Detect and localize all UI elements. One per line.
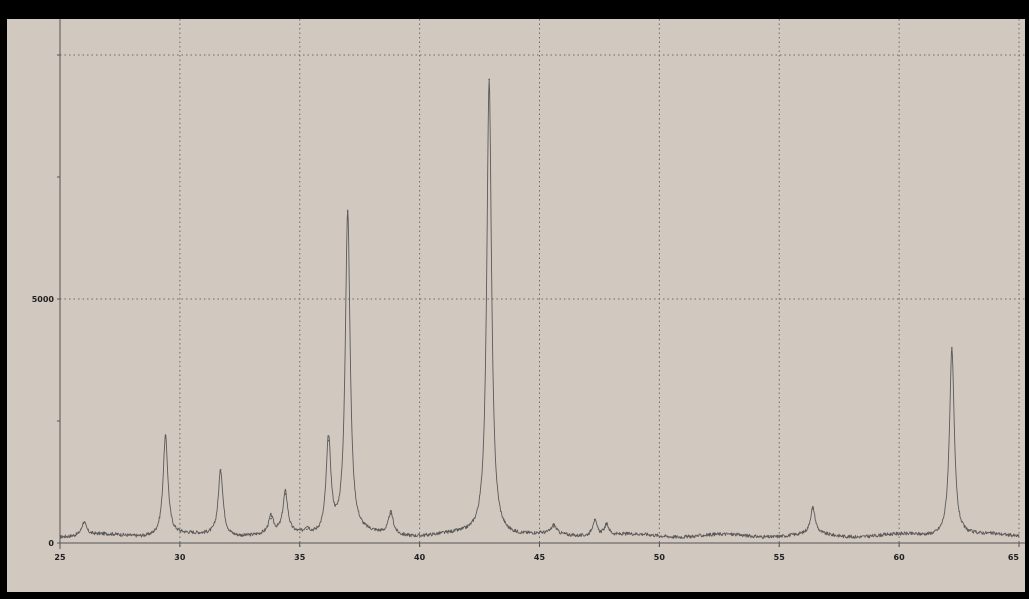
x-tick-label-50: 50 (654, 553, 666, 562)
peak-33-8 (270, 517, 272, 520)
peak-29-4 (164, 434, 167, 437)
peak-56-4 (812, 508, 814, 510)
peak-34-4 (284, 493, 287, 496)
peak-62-2 (951, 347, 953, 349)
peak-31-7 (219, 469, 222, 471)
x-tick-label-40: 40 (414, 553, 426, 562)
x-tick-label-35: 35 (294, 553, 306, 562)
x-tick-label-45: 45 (534, 553, 546, 562)
peak-42-9 (488, 78, 490, 81)
peak-26 (83, 521, 85, 524)
peak-47-8 (605, 523, 608, 526)
peak-markers (83, 78, 953, 531)
peak-45-6 (553, 526, 555, 528)
peak-47-3 (593, 518, 596, 521)
tick-labels: 25 30 35 40 45 50 55 60 65 0 5000 (32, 295, 1020, 562)
plot-area: 25 30 35 40 45 50 55 60 65 0 5000 (7, 19, 1025, 592)
y-tick-label-5000: 5000 (32, 295, 55, 304)
x-tick-label-25: 25 (54, 553, 66, 562)
axis-layer (57, 19, 1025, 549)
x-tick-label-60: 60 (894, 553, 906, 562)
peak-36-2 (327, 439, 330, 442)
spectrum-line (59, 78, 1020, 539)
y-tick-label-0: 0 (48, 539, 54, 548)
peak-38-8 (390, 512, 392, 515)
x-tick-label-55: 55 (774, 553, 786, 562)
x-tick-label-30: 30 (174, 553, 186, 562)
xrd-chart: 25 30 35 40 45 50 55 60 65 0 5000 (32, 19, 1025, 562)
peak-37 (346, 210, 349, 212)
peak-35-3 (306, 528, 308, 531)
series-layer (59, 78, 1020, 539)
grid-layer (60, 19, 1025, 547)
x-tick-label-65: 65 (1008, 553, 1020, 562)
